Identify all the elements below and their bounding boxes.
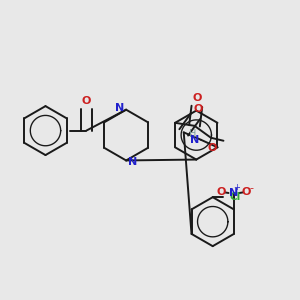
Text: O: O xyxy=(194,103,203,114)
Text: Cl: Cl xyxy=(229,192,240,202)
Text: -: - xyxy=(250,183,254,193)
Text: N: N xyxy=(128,157,137,167)
Text: N: N xyxy=(190,135,200,145)
Text: O: O xyxy=(242,187,251,196)
Text: O: O xyxy=(217,187,226,196)
Text: O: O xyxy=(207,143,217,153)
Text: O: O xyxy=(193,93,202,103)
Text: N: N xyxy=(115,103,124,113)
Text: O: O xyxy=(82,95,91,106)
Text: +: + xyxy=(233,182,240,191)
Text: H: H xyxy=(189,129,197,139)
Text: N: N xyxy=(229,188,239,198)
